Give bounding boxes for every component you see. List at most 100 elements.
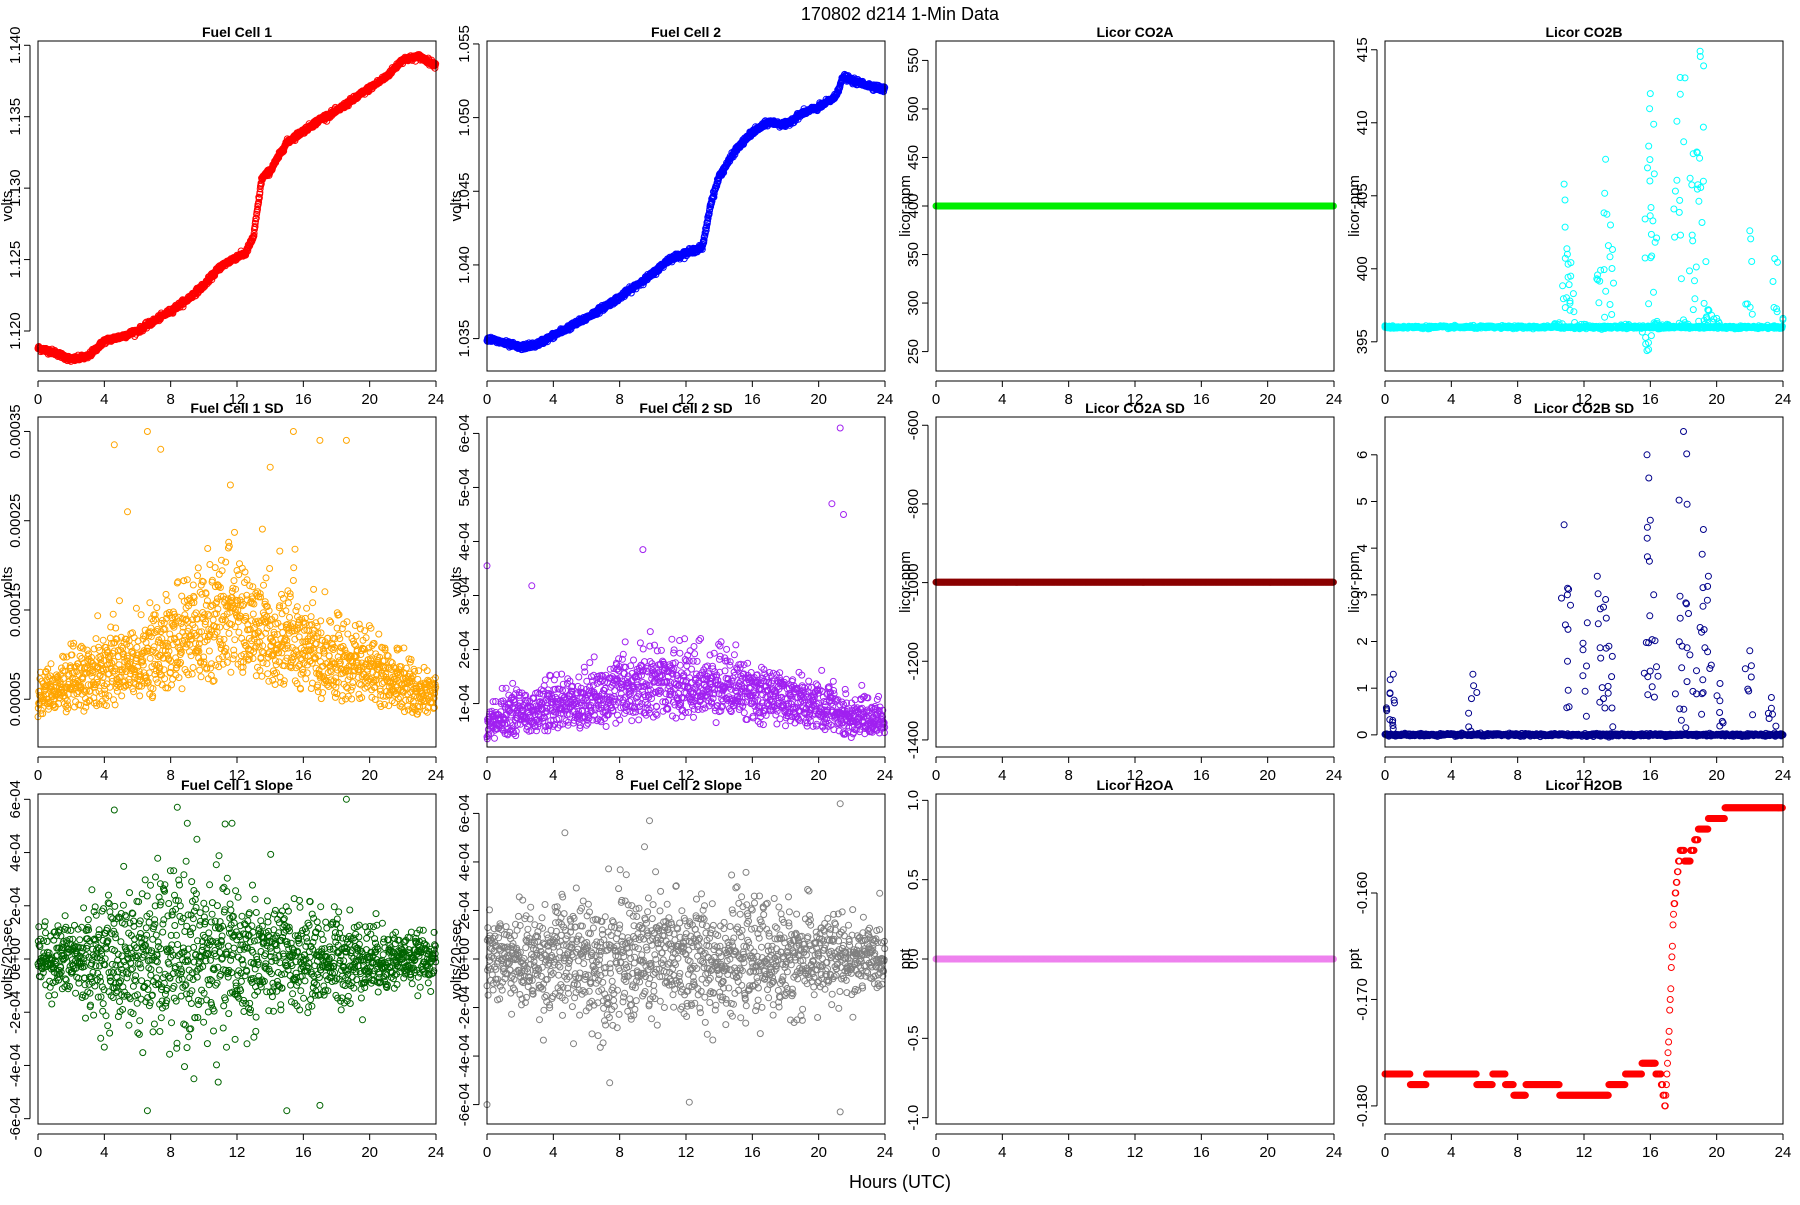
- data-point: [1693, 264, 1699, 270]
- data-point: [1611, 280, 1617, 286]
- data-point: [1645, 165, 1651, 171]
- y-tick-label: 250: [905, 339, 922, 364]
- data-point: [1671, 206, 1677, 212]
- x-tick-label: 4: [100, 391, 108, 408]
- data-point: [1687, 268, 1693, 274]
- data-point: [1607, 254, 1613, 260]
- data-point: [1651, 171, 1657, 177]
- x-tick-label: 16: [1642, 391, 1659, 408]
- data-point: [1690, 307, 1696, 313]
- x-tick-label: 16: [1193, 391, 1210, 408]
- data-point: [1770, 279, 1776, 285]
- y-tick-label: 395: [1354, 329, 1371, 354]
- x-tick-label: 4: [1447, 391, 1455, 408]
- data-point: [1648, 333, 1654, 339]
- data-point: [117, 598, 123, 604]
- data-point: [1596, 300, 1602, 306]
- figure-x-label: Hours (UTC): [849, 1172, 951, 1192]
- data-point: [1692, 296, 1698, 302]
- x-tick-label: 20: [810, 391, 827, 408]
- data-point: [1690, 151, 1696, 157]
- x-tick-label: 4: [549, 391, 557, 408]
- y-tick-label: 500: [905, 96, 922, 121]
- x-tick-label: 20: [1708, 391, 1725, 408]
- data-points: [484, 71, 888, 352]
- data-point: [1674, 177, 1680, 183]
- data-point: [1672, 234, 1678, 240]
- data-points: [35, 429, 439, 720]
- data-point: [1570, 291, 1576, 297]
- data-point: [1651, 289, 1657, 295]
- x-tick-label: 8: [166, 391, 174, 408]
- x-tick-label: 0: [1381, 391, 1389, 408]
- data-point: [1677, 91, 1683, 97]
- data-points: [933, 203, 1336, 209]
- x-tick-label: 16: [295, 391, 312, 408]
- data-point: [1608, 222, 1614, 228]
- data-point: [1687, 175, 1693, 181]
- y-tick-label: 350: [905, 242, 922, 267]
- plot-frame: [487, 41, 885, 371]
- data-point: [1701, 63, 1707, 69]
- data-point: [1700, 124, 1706, 130]
- data-point: [1647, 178, 1653, 184]
- x-tick-label: 0: [932, 391, 940, 408]
- data-point: [100, 637, 106, 643]
- y-tick-label: 410: [1354, 110, 1371, 135]
- data-point: [1610, 247, 1616, 253]
- data-point: [1602, 190, 1608, 196]
- panel-title: Licor CO2B: [1545, 24, 1622, 40]
- data-point: [1566, 282, 1572, 288]
- data-point: [1607, 302, 1613, 308]
- data-points: [1382, 48, 1786, 353]
- y-tick-label: 1.055: [456, 25, 473, 63]
- data-point: [1647, 106, 1653, 112]
- panel-title: Fuel Cell 2: [651, 24, 721, 40]
- figure-title: 170802 d214 1-Min Data: [801, 4, 1000, 24]
- data-point: [1749, 259, 1755, 265]
- x-tick-label: 24: [1775, 391, 1792, 408]
- data-point: [1748, 236, 1754, 242]
- y-tick-label: 550: [905, 48, 922, 73]
- data-points: [35, 52, 439, 365]
- panel-title: Licor CO2A: [1096, 24, 1173, 40]
- data-point: [1749, 311, 1755, 317]
- data-point: [1689, 232, 1695, 238]
- data-point: [1647, 213, 1653, 219]
- y-tick-label: 400: [1354, 256, 1371, 281]
- y-tick-label: 1.135: [7, 98, 24, 136]
- y-tick-label: 1.120: [7, 312, 24, 350]
- data-point: [1646, 347, 1652, 353]
- data-point: [1603, 156, 1609, 162]
- data-point: [1703, 259, 1709, 265]
- x-tick-label: 8: [615, 391, 623, 408]
- x-tick-label: 24: [428, 391, 445, 408]
- data-point: [1603, 288, 1609, 294]
- y-tick-label: 1.045: [456, 172, 473, 210]
- data-point: [1562, 197, 1568, 203]
- plot-frame: [38, 41, 436, 371]
- data-point: [95, 613, 101, 619]
- data-point: [1701, 300, 1707, 306]
- x-tick-label: 20: [1259, 391, 1276, 408]
- x-tick-label: 24: [1326, 391, 1343, 408]
- data-point: [1677, 197, 1683, 203]
- data-point: [119, 693, 125, 699]
- data-point: [1560, 283, 1566, 289]
- y-tick-label: 1.050: [456, 99, 473, 137]
- panel-title: Fuel Cell 1: [202, 24, 272, 40]
- y-tick-label: 405: [1354, 183, 1371, 208]
- panel-title: Fuel Cell 1 SD: [190, 400, 283, 416]
- data-point: [1696, 198, 1702, 204]
- data-point: [1700, 178, 1706, 184]
- data-point: [1609, 312, 1615, 318]
